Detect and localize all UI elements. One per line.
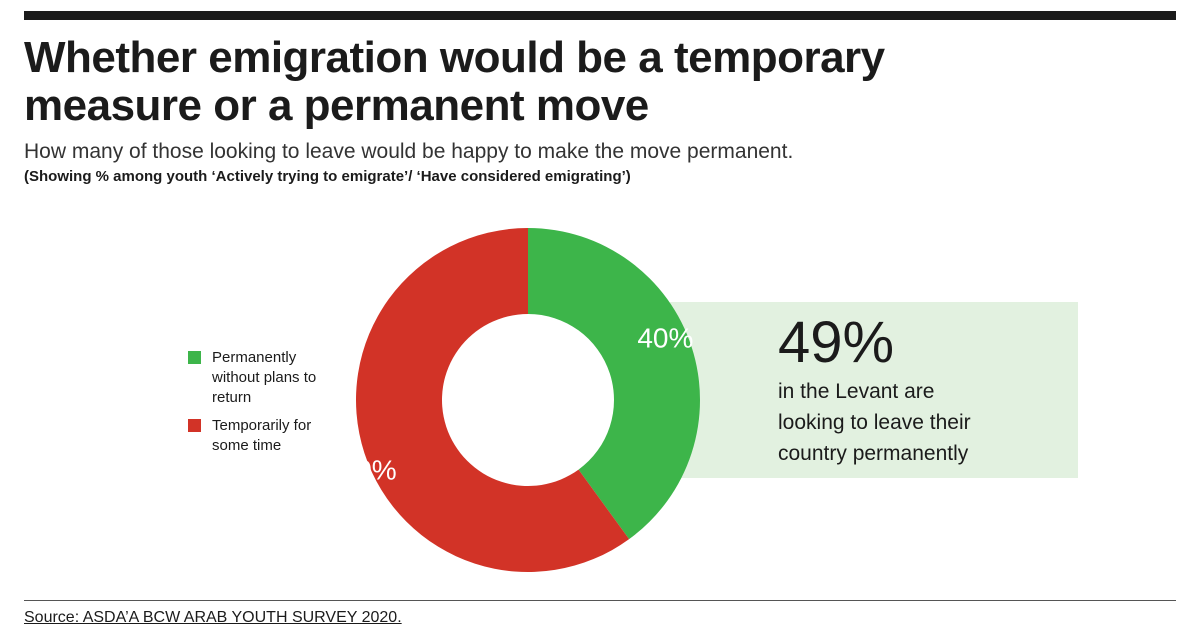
chart-title-line-1: Whether emigration would be a temporary xyxy=(24,33,885,82)
callout-line-1: in the Levant are xyxy=(778,380,935,403)
chart-note: (Showing % among youth ‘Actively trying … xyxy=(24,168,631,185)
legend-label-temporarily: Temporarily for some time xyxy=(212,416,338,456)
legend-swatch-temporarily xyxy=(188,419,201,432)
donut-chart: 40% 60% xyxy=(341,228,700,572)
legend-label-line: return xyxy=(212,389,252,406)
donut-slice-temporarily xyxy=(355,228,630,572)
legend-label-line: some time xyxy=(212,437,282,454)
donut-slice-permanently xyxy=(528,228,700,540)
callout-line-2: looking to leave their xyxy=(778,411,971,434)
legend-label-line: Temporarily for xyxy=(212,417,312,434)
source-rule xyxy=(24,600,1176,601)
legend-item-permanently: Permanently without plans to return xyxy=(188,348,338,408)
callout-value: 49% xyxy=(778,310,895,375)
donut-label-permanently: 40% xyxy=(637,322,693,353)
donut-label-temporarily: 60% xyxy=(341,454,397,485)
legend-swatch-permanently xyxy=(188,351,201,364)
source-note: Source: ASDA’A BCW ARAB YOUTH SURVEY 202… xyxy=(24,609,402,626)
legend-label-line: Permanently xyxy=(212,349,297,366)
callout-box xyxy=(670,302,1078,478)
legend-label-permanently: Permanently without plans to return xyxy=(212,348,338,408)
chart-subtitle: How many of those looking to leave would… xyxy=(24,140,794,163)
legend-label-line: without plans to xyxy=(212,369,317,386)
chart-title: Whether emigration would be a temporary … xyxy=(24,34,1024,130)
chart-legend: Permanently without plans to return Temp… xyxy=(188,348,338,464)
legend-item-temporarily: Temporarily for some time xyxy=(188,416,338,456)
callout-line-3: country permanently xyxy=(778,442,969,465)
top-rule xyxy=(24,11,1176,20)
chart-title-line-2: measure or a permanent move xyxy=(24,81,649,130)
callout-text: in the Levant are looking to leave their… xyxy=(778,376,971,469)
